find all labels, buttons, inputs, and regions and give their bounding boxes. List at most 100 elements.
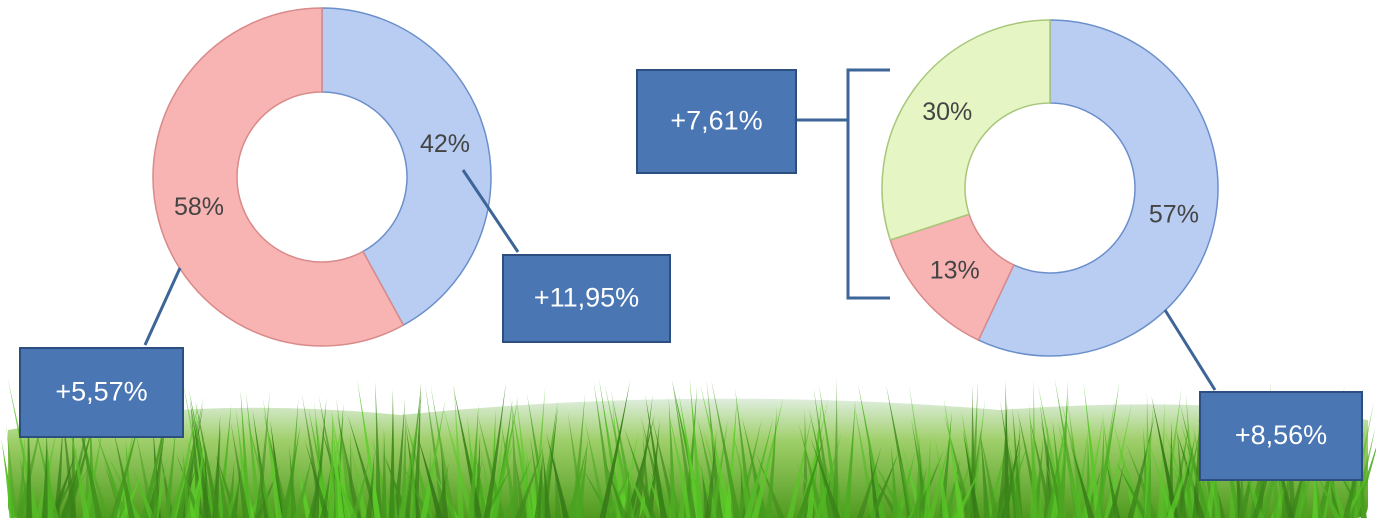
grass-blade: [131, 466, 155, 518]
grass-blade: [1180, 423, 1211, 518]
grass-blade: [534, 447, 544, 518]
grass-blade: [610, 390, 638, 518]
grass-blade: [41, 431, 48, 518]
grass-blade: [570, 393, 586, 518]
grass-blade: [979, 430, 1000, 518]
grass-blade: [1238, 455, 1245, 518]
grass-blade: [1205, 406, 1222, 518]
grass-blade: [1144, 447, 1152, 518]
grass-blade: [1275, 421, 1285, 518]
leader-line: [143, 267, 182, 346]
grass-blade: [677, 465, 685, 518]
grass-blade: [1057, 419, 1084, 518]
grass-blade: [53, 419, 64, 518]
grass-blade: [112, 426, 135, 518]
grass-blade: [1192, 416, 1200, 518]
grass-blade: [308, 444, 324, 518]
grass-blade: [1052, 419, 1066, 518]
annotation-box: [636, 69, 797, 174]
grass-blade: [1183, 443, 1194, 518]
data-label: 30%: [922, 98, 972, 126]
grass-blade: [1312, 458, 1319, 518]
grass-blade: [333, 432, 345, 518]
grass-blade: [625, 467, 632, 518]
grass-blade: [412, 382, 421, 518]
data-label: 42%: [420, 130, 470, 158]
grass-blade: [620, 456, 653, 518]
grass-blade: [1057, 380, 1068, 518]
grass-blade: [1347, 404, 1363, 518]
grass-blade: [843, 400, 856, 518]
grass-blade: [246, 418, 275, 518]
grass-blade: [336, 412, 362, 518]
grass-blade: [212, 413, 221, 518]
grass-blade: [434, 462, 449, 518]
grass-blade: [868, 443, 880, 518]
grass-blade: [1293, 438, 1309, 518]
grass-blade: [646, 419, 660, 518]
grass-blade: [1151, 395, 1179, 518]
grass-blade: [873, 461, 907, 518]
grass-blade: [997, 403, 1008, 518]
grass-blade: [230, 467, 241, 518]
grass-blade: [1031, 436, 1044, 518]
grass-blade: [336, 397, 354, 518]
grass-blade: [245, 392, 262, 518]
data-label: 13%: [930, 257, 980, 285]
grass-blade: [526, 393, 550, 518]
data-label: 57%: [1149, 200, 1199, 228]
grass-blade: [1012, 406, 1023, 518]
grass-blade: [944, 415, 974, 518]
grass-blade: [935, 438, 949, 518]
grass-blade: [163, 423, 177, 518]
grass-blade: [689, 378, 704, 518]
grass-blade: [891, 445, 899, 518]
grass-blade: [668, 396, 677, 518]
grass-blade: [350, 443, 368, 518]
grass-blade: [216, 454, 230, 518]
grass-blade: [230, 422, 250, 518]
grass-blade: [1003, 380, 1010, 518]
grass-blade: [7, 378, 39, 518]
grass-blade: [26, 400, 33, 518]
grass-blade: [980, 430, 990, 518]
grass-blade: [357, 379, 381, 518]
grass-blade: [240, 389, 252, 518]
annotation-box: [1199, 391, 1363, 481]
grass-blade: [895, 445, 917, 518]
donut-segment: [881, 19, 1051, 241]
grass-blade: [1083, 383, 1101, 518]
grass-blade: [923, 435, 931, 518]
grass-blade: [500, 420, 518, 518]
grass-blade: [711, 380, 741, 518]
grass-blade: [188, 402, 198, 518]
grass-blade: [810, 437, 841, 518]
grass-blade: [472, 432, 481, 518]
grass-blade: [575, 440, 588, 518]
annotation-label: +11,95%: [534, 283, 639, 313]
annotation-label: +7,61%: [670, 106, 762, 136]
grass-blade: [1069, 442, 1095, 518]
grass-blade: [765, 406, 778, 518]
leader-line: [461, 169, 520, 253]
grass-blade: [388, 389, 395, 518]
grass-blade: [189, 400, 212, 518]
grass-blade: [262, 397, 282, 518]
grass-blade: [254, 391, 270, 518]
grass-blade: [331, 409, 351, 518]
grass-blade: [704, 429, 717, 518]
grass-blade: [911, 464, 928, 518]
grass-blade: [806, 399, 822, 518]
grass-blade: [152, 456, 167, 518]
grass-background: [1, 378, 1376, 518]
grass-blade: [962, 428, 980, 518]
grass-blade: [961, 411, 981, 518]
grass-blade: [640, 415, 668, 518]
grass-blade: [6, 424, 18, 518]
grass-blade: [1008, 441, 1023, 518]
grass-blade: [1148, 441, 1176, 518]
leader-line: [1163, 309, 1217, 391]
grass-blade: [304, 439, 330, 518]
grass-blade: [645, 394, 667, 518]
grass-blade: [1073, 429, 1089, 518]
